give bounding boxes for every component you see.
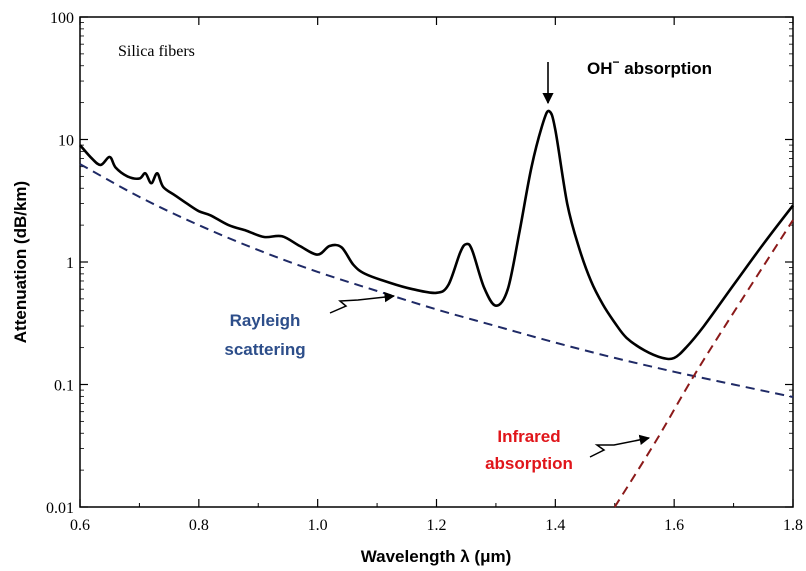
rayleigh-scattering-line xyxy=(79,163,794,398)
infrared-arrow xyxy=(589,434,651,458)
infrared-absorption-line xyxy=(613,219,794,508)
y-tick-label: 0.01 xyxy=(46,500,74,517)
x-tick-label: 0.6 xyxy=(70,517,90,534)
y-tick-label: 10 xyxy=(58,133,74,150)
infrared-label-line2: absorption xyxy=(485,454,573,473)
x-tick-label: 1.6 xyxy=(664,517,684,534)
y-tick-label: 1 xyxy=(66,255,74,272)
ticks-layer: 0.6 0.8 1.0 1.2 1.4 1.6 1.8 0.01 0.1 1 10 100 xyxy=(46,10,803,534)
inset-label: Silica fibers xyxy=(118,43,195,60)
oh-absorption-label-part1: OH xyxy=(587,59,613,78)
rayleigh-arrow xyxy=(329,291,396,314)
oh-absorption-superscript: − xyxy=(613,55,620,69)
x-tick-label: 0.8 xyxy=(189,517,209,534)
x-axis-title: Wavelength λ (μm) xyxy=(361,547,512,566)
rayleigh-label-line1: Rayleigh xyxy=(230,311,301,330)
x-tick-label: 1.0 xyxy=(308,517,328,534)
series-layer xyxy=(79,109,795,508)
plot-frame xyxy=(79,16,794,508)
x-tick-label: 1.4 xyxy=(545,517,565,534)
oh-absorption-label: OH− absorption xyxy=(587,55,712,78)
oh-absorption-label-part2: absorption xyxy=(620,59,713,78)
y-axis-title: Attenuation (dB/km) xyxy=(11,181,30,343)
rayleigh-label-line2: scattering xyxy=(224,340,305,359)
x-tick-label: 1.8 xyxy=(783,517,803,534)
total-attenuation-line xyxy=(79,109,795,361)
infrared-label-line1: Infrared xyxy=(497,427,560,446)
y-tick-label: 0.1 xyxy=(54,378,74,395)
x-tick-label: 1.2 xyxy=(427,517,447,534)
y-tick-label: 100 xyxy=(50,10,74,27)
